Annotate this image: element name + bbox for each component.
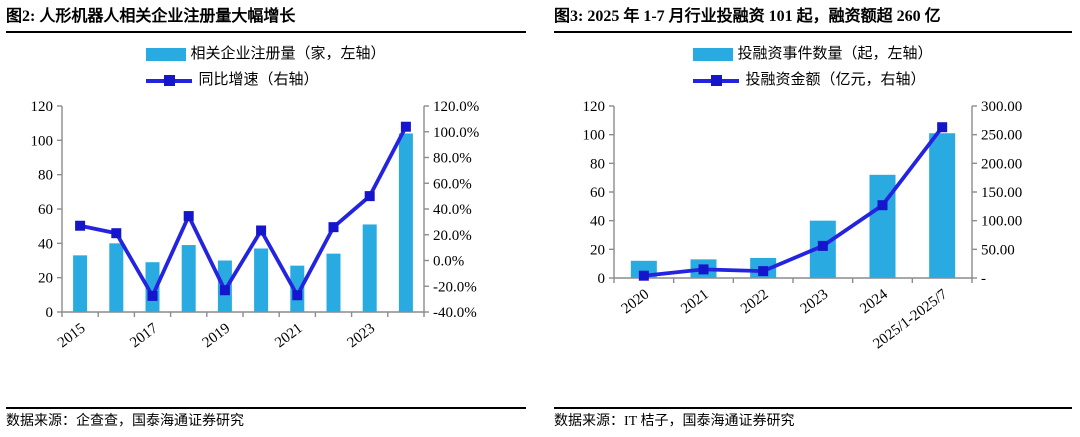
svg-text:100: 100	[31, 133, 54, 149]
svg-text:2022: 2022	[738, 286, 772, 317]
bar-legend-swatch	[693, 48, 734, 61]
svg-text:2015: 2015	[55, 320, 89, 351]
svg-text:20.0%: 20.0%	[433, 228, 472, 244]
legend-label: 相关企业注册量（家，左轴）	[190, 46, 386, 62]
legend: 投融资事件数量（起，左轴） 投融资金额（亿元，右轴）	[693, 45, 933, 90]
line-legend-swatch	[693, 74, 740, 87]
svg-text:100: 100	[583, 128, 606, 144]
svg-text:2021: 2021	[678, 286, 712, 317]
svg-text:20: 20	[38, 271, 53, 287]
svg-text:2020: 2020	[619, 286, 653, 317]
svg-text:-20.0%: -20.0%	[433, 279, 477, 295]
line-legend-swatch	[146, 74, 193, 87]
svg-text:2019: 2019	[200, 320, 234, 351]
line-swatch-marker-icon	[711, 75, 723, 86]
svg-text:0: 0	[46, 305, 54, 321]
svg-text:80: 80	[38, 168, 53, 184]
legend-label: 投融资事件数量（起，左轴）	[737, 46, 933, 62]
legend-item-bar-series: 投融资事件数量（起，左轴）	[693, 45, 933, 64]
svg-text:0: 0	[598, 271, 606, 287]
svg-text:120.0%: 120.0%	[433, 99, 479, 115]
svg-text:60.0%: 60.0%	[433, 176, 472, 192]
svg-text:200.00: 200.00	[981, 156, 1022, 172]
svg-text:300.00: 300.00	[981, 99, 1022, 115]
legend: 相关企业注册量（家，左轴） 同比增速（右轴）	[146, 45, 386, 90]
figure-title: 图2: 人形机器人相关企业注册量大幅增长	[6, 6, 526, 33]
svg-text:80: 80	[590, 156, 605, 172]
svg-text:0.0%: 0.0%	[433, 254, 464, 270]
svg-text:120: 120	[31, 99, 54, 115]
svg-text:80.0%: 80.0%	[433, 151, 472, 167]
figure-title: 图3: 2025 年 1-7 月行业投融资 101 起，融资额超 260 亿	[554, 6, 1072, 33]
svg-text:150.00: 150.00	[981, 185, 1022, 201]
chart-panel-fig3: 图3: 2025 年 1-7 月行业投融资 101 起，融资额超 260 亿 投…	[540, 0, 1080, 437]
svg-text:2024: 2024	[857, 286, 891, 317]
svg-text:2023: 2023	[798, 286, 832, 317]
svg-text:100.0%: 100.0%	[433, 125, 479, 141]
svg-text:40: 40	[38, 236, 53, 252]
svg-text:120: 120	[583, 99, 606, 115]
combo-chart-fig3: 0 20 40 60 80 100 120 - 50.00 100.00 150.00 200.00 2…	[583, 99, 1023, 352]
legend-label: 同比增速（右轴）	[198, 72, 319, 88]
svg-text:250.00: 250.00	[981, 128, 1022, 144]
legend-label: 投融资金额（亿元，右轴）	[745, 72, 926, 88]
svg-text:20: 20	[590, 242, 605, 258]
svg-text:-40.0%: -40.0%	[433, 305, 477, 321]
source-note: 数据来源：企查查，国泰海通证券研究	[6, 407, 526, 431]
combo-chart-fig2: 0 20 40 60 80 100 120 -40.0% -20.0% 0.0% 20.0% 40.0…	[31, 99, 480, 351]
legend-item-line-series: 投融资金额（亿元，右轴）	[693, 71, 926, 90]
legend-item-line-series: 同比增速（右轴）	[146, 71, 319, 90]
source-note: 数据来源：IT 桔子，国泰海通证券研究	[554, 407, 1072, 431]
svg-text:40.0%: 40.0%	[433, 202, 472, 218]
line-swatch-marker-icon	[164, 75, 176, 86]
legend-item-bar-series: 相关企业注册量（家，左轴）	[146, 45, 386, 64]
svg-text:40: 40	[590, 214, 605, 230]
svg-text:60: 60	[590, 185, 605, 201]
svg-text:2021: 2021	[272, 320, 306, 351]
svg-text:2017: 2017	[127, 320, 161, 351]
svg-text:100.00: 100.00	[981, 214, 1022, 230]
svg-text:60: 60	[38, 202, 53, 218]
svg-text:50.00: 50.00	[981, 242, 1015, 258]
svg-text:2023: 2023	[345, 320, 379, 351]
bar-legend-swatch	[146, 48, 187, 61]
svg-text:-: -	[981, 271, 986, 287]
chart-panel-fig2: 图2: 人形机器人相关企业注册量大幅增长 相关企业注册量（家，左轴） 同比增速（…	[6, 6, 526, 431]
